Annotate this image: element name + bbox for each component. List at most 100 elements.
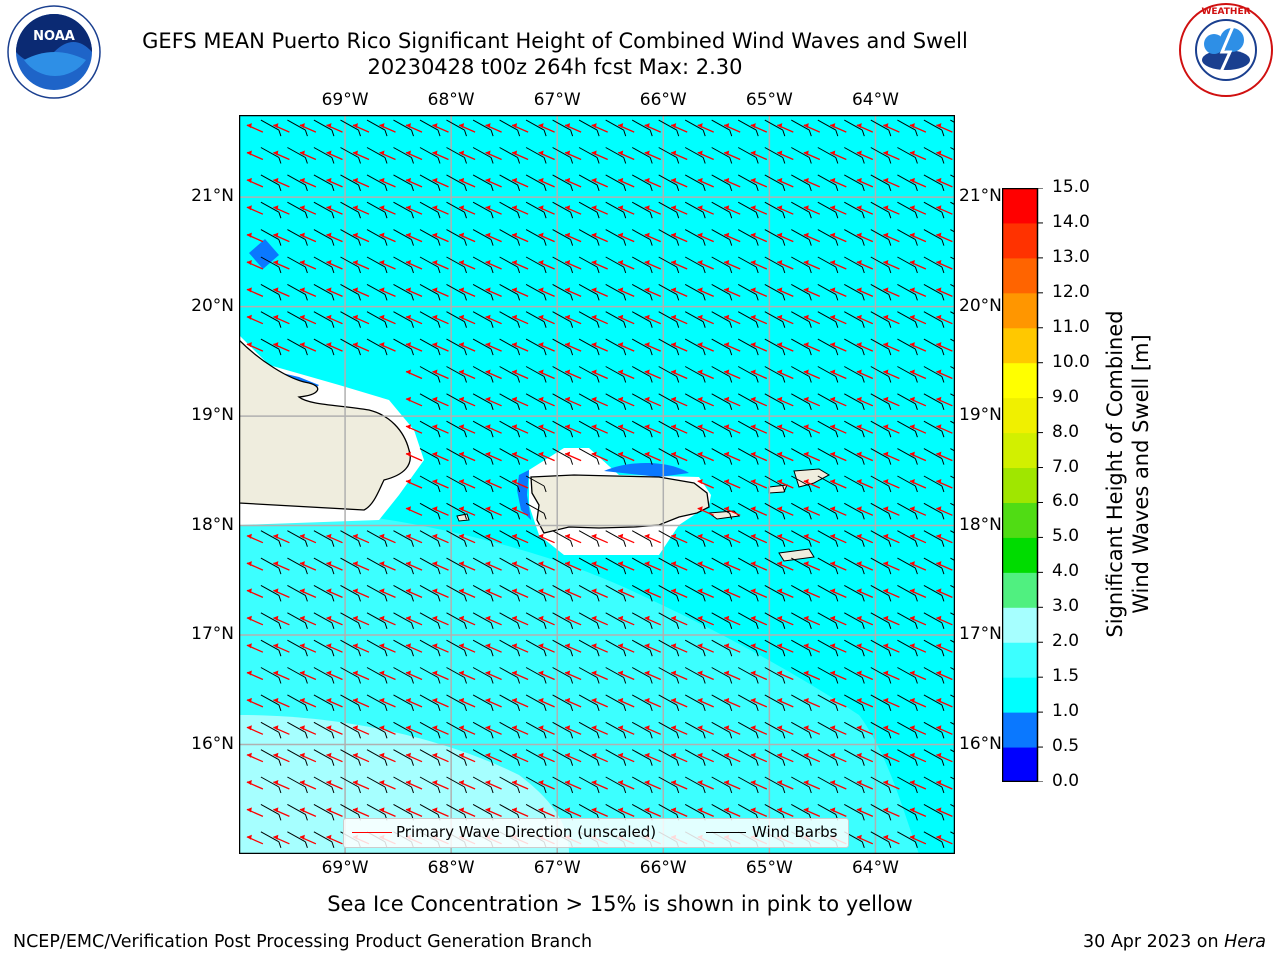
vector-mark <box>750 338 786 356</box>
colorbar-bin <box>1002 222 1038 259</box>
vector-mark <box>750 502 786 520</box>
vector-mark <box>803 393 839 410</box>
vector-mark <box>697 721 733 739</box>
vector-mark <box>432 694 467 712</box>
vector-mark <box>856 749 892 766</box>
vector-mark <box>405 311 441 328</box>
vector-mark <box>856 229 892 246</box>
vector-mark <box>564 283 600 301</box>
vector-mark <box>511 393 547 410</box>
vector-mark <box>538 256 574 274</box>
vector-mark <box>379 201 414 219</box>
vector-mark <box>511 229 547 246</box>
vector-mark <box>803 776 839 794</box>
vector-mark <box>405 147 441 164</box>
vector-mark <box>777 530 812 547</box>
vector-mark <box>326 283 361 301</box>
vector-mark <box>936 229 955 243</box>
vector-mark <box>697 147 733 164</box>
vector-mark <box>246 229 282 246</box>
vector-mark <box>511 776 547 794</box>
vector-mark <box>883 803 918 821</box>
vector-mark <box>856 612 892 629</box>
vector-mark <box>379 311 414 328</box>
vector-mark <box>936 174 955 188</box>
vector-field <box>246 119 955 848</box>
vector-mark <box>697 420 733 438</box>
vector-mark <box>511 557 547 575</box>
vector-mark <box>352 256 388 274</box>
vector-mark <box>432 667 467 684</box>
vector-mark <box>617 530 653 547</box>
vector-mark <box>299 639 335 657</box>
vector-mark <box>856 311 892 328</box>
vector-mark <box>352 721 388 739</box>
vector-mark <box>564 201 600 219</box>
vector-mark <box>803 147 839 164</box>
colorbar-tick-label: 10.0 <box>1052 351 1090 372</box>
vector-mark <box>273 831 308 848</box>
vector-mark <box>723 584 759 602</box>
vector-mark <box>379 584 414 602</box>
colorbar-tick-label: 0.5 <box>1052 736 1080 757</box>
vector-mark <box>458 584 494 602</box>
vector-mark <box>617 174 653 192</box>
vector-mark <box>511 803 547 821</box>
colorbar-label: Significant Height of Combined Wind Wave… <box>1102 264 1154 684</box>
vector-mark <box>856 201 892 219</box>
vector-mark <box>803 229 839 246</box>
vector-mark <box>564 420 600 438</box>
vector-mark <box>697 776 733 794</box>
vector-mark <box>723 749 759 766</box>
vector-mark <box>591 119 627 137</box>
vector-mark <box>936 639 955 653</box>
vector-mark <box>538 420 574 438</box>
vector-mark <box>750 694 786 712</box>
vector-mark <box>803 639 839 657</box>
vector-mark <box>511 694 547 712</box>
footer-date-text: 30 Apr 2023 on <box>1083 932 1225 952</box>
vector-mark <box>697 475 733 493</box>
vector-mark <box>458 475 494 493</box>
vector-mark <box>485 530 521 547</box>
vector-mark <box>883 475 918 493</box>
vector-mark <box>856 557 892 575</box>
vector-mark <box>299 831 335 848</box>
vector-mark <box>405 119 441 137</box>
vector-mark <box>909 667 945 684</box>
vector-mark <box>538 694 574 712</box>
vector-mark <box>326 639 361 657</box>
vector-mark <box>750 667 786 684</box>
vector-mark <box>723 639 759 657</box>
vector-mark <box>830 639 865 657</box>
vector-mark <box>299 229 335 246</box>
colorbar-bin <box>1002 502 1038 538</box>
vector-mark <box>458 119 494 137</box>
vector-mark <box>538 584 574 602</box>
vector-mark <box>830 283 865 301</box>
vector-mark <box>538 338 574 356</box>
vector-mark <box>883 502 918 520</box>
vector-mark <box>723 366 759 383</box>
vector-mark <box>299 530 335 547</box>
vector-mark <box>830 201 865 219</box>
vector-mark <box>299 803 335 821</box>
vector-mark <box>538 803 574 821</box>
vector-mark <box>379 612 414 629</box>
vector-mark <box>936 831 955 845</box>
vector-mark <box>511 366 547 383</box>
vector-mark <box>538 393 574 410</box>
vector-mark <box>273 584 308 602</box>
vector-mark <box>432 256 467 274</box>
vector-mark <box>617 557 653 575</box>
vector-mark <box>591 147 627 164</box>
vector-mark <box>644 366 680 383</box>
vector-mark <box>538 639 574 657</box>
legend-label-wave: Primary Wave Direction (unscaled) <box>396 823 657 841</box>
vector-mark <box>591 667 627 684</box>
vector-mark <box>326 311 361 328</box>
vector-mark <box>485 667 521 684</box>
vector-mark <box>830 174 865 192</box>
vector-mark <box>352 667 388 684</box>
vector-mark <box>883 721 918 739</box>
